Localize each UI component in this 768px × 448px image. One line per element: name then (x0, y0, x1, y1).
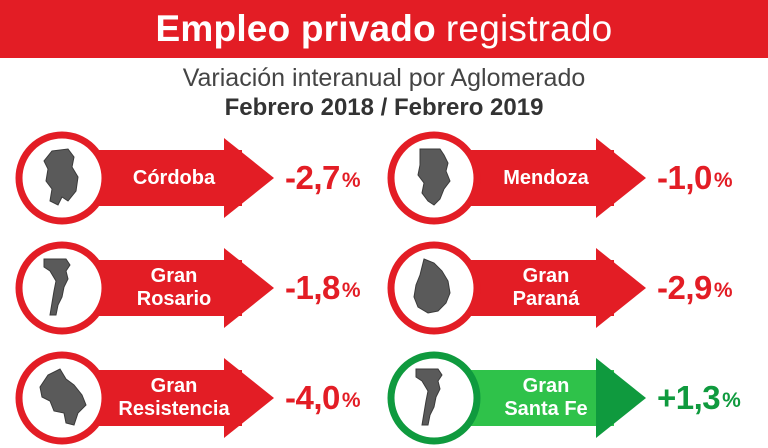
agglomerate-card: Mendoza -1,0% (384, 128, 764, 228)
percent-sign: % (341, 279, 361, 302)
title-banner: Empleo privado registrado (0, 0, 768, 58)
arrow-head-icon (596, 248, 646, 328)
agglomerate-label: Gran Santa Fe (480, 348, 612, 448)
arrow-head-icon (596, 138, 646, 218)
card-frame (15, 241, 274, 335)
variation-number: -1,0 (657, 159, 712, 196)
variation-number: +1,3 (657, 379, 721, 416)
santa-fe-map-icon (43, 258, 71, 316)
cordoba-map-icon (43, 148, 79, 206)
label-line-2: Rosario (136, 288, 212, 310)
card-frame (387, 131, 646, 225)
agglomerate-label: Gran Rosario (108, 238, 240, 338)
variation-number: -4,0 (285, 379, 340, 416)
label-line-2: Resistencia (118, 398, 230, 420)
label-line-1: Gran (522, 375, 570, 397)
agglomerate-card: Córdoba -2,7% (12, 128, 392, 228)
card-frame (15, 351, 274, 445)
agglomerate-label: Gran Resistencia (108, 348, 240, 448)
variation-value: +1,3% (657, 348, 741, 448)
variation-value: -1,0% (657, 128, 733, 228)
percent-sign: % (713, 169, 733, 192)
agglomerate-label: Córdoba (108, 128, 240, 228)
percent-sign: % (341, 169, 361, 192)
variation-number: -1,8 (285, 269, 340, 306)
title-light: registrado (445, 8, 613, 49)
arrow-head-icon (596, 358, 646, 438)
card-frame (387, 351, 646, 445)
label-line-1: Mendoza (503, 166, 589, 189)
agglomerate-card: Gran Resistencia -4,0% (12, 348, 392, 448)
chaco-map-icon (39, 368, 87, 426)
santa-fe-map-icon (415, 368, 443, 426)
period: Febrero 2018 / Febrero 2019 (224, 94, 544, 121)
subtitle: Variación interanual por Aglomerado (182, 64, 586, 92)
agglomerate-card: Gran Rosario -1,8% (12, 238, 392, 338)
agglomerate-card: Gran Paraná -2,9% (384, 238, 764, 338)
variation-value: -2,9% (657, 238, 733, 338)
arrow-head-icon (224, 138, 274, 218)
percent-sign: % (722, 389, 741, 412)
label-line-1: Gran (150, 265, 198, 287)
variation-value: -2,7% (285, 128, 361, 228)
label-line-1: Gran (150, 375, 198, 397)
card-frame (387, 241, 646, 335)
agglomerate-label: Mendoza (480, 128, 612, 228)
entre-rios-map-icon (413, 258, 451, 314)
label-line-2: Santa Fe (504, 398, 588, 420)
variation-value: -4,0% (285, 348, 361, 448)
arrow-head-icon (224, 248, 274, 328)
percent-sign: % (713, 279, 733, 302)
agglomerate-label: Gran Paraná (480, 238, 612, 338)
label-line-2: Paraná (512, 288, 580, 310)
variation-number: -2,9 (657, 269, 712, 306)
card-frame (15, 131, 274, 225)
arrow-head-icon (224, 358, 274, 438)
mendoza-map-icon (417, 148, 451, 206)
label-line-1: Gran (522, 265, 570, 287)
agglomerate-card: Gran Santa Fe +1,3% (384, 348, 764, 448)
variation-number: -2,7 (285, 159, 340, 196)
variation-value: -1,8% (285, 238, 361, 338)
percent-sign: % (341, 389, 361, 412)
title-bold: Empleo privado (155, 8, 436, 49)
label-line-1: Córdoba (132, 166, 216, 189)
